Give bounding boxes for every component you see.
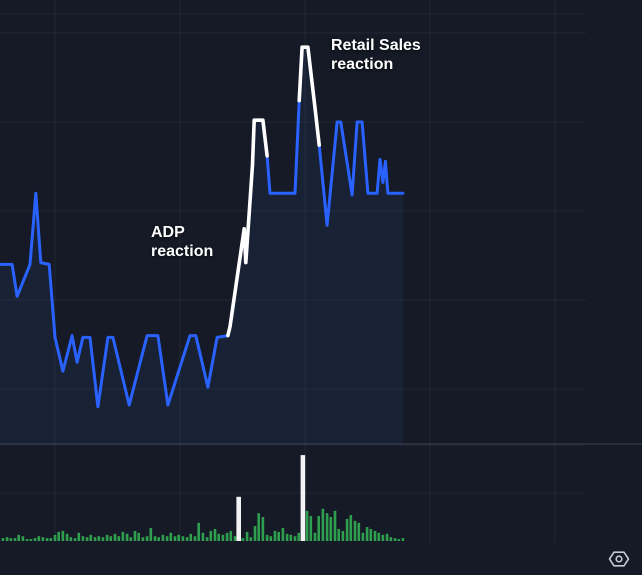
annotation-adp-line2: reaction (151, 243, 214, 260)
price-line-highlight (226, 118, 269, 338)
price-line-highlight (297, 45, 322, 147)
annotation-retail-line2: reaction (331, 56, 394, 73)
annotation-adp-line1: ADP (151, 224, 185, 241)
gridlines (0, 0, 642, 543)
volume-bar-highlight (236, 496, 241, 541)
annotation-retail-line1: Retail Sales (331, 37, 421, 54)
settings-hexagon-icon (608, 551, 630, 567)
volume-bar-highlight (300, 455, 306, 541)
volume-bars (1, 455, 405, 541)
price-axis[interactable]: 4.275% 4.270% 4.265% 4.260% 4.255% 20 K … (586, 0, 642, 543)
time-axis[interactable]: 07:30 08:00 08:30 09:00 09:30 (0, 545, 600, 575)
annotation-retail-sales: Retail Sales reaction (331, 36, 421, 74)
area-fill (0, 47, 403, 444)
settings-button[interactable] (604, 546, 634, 572)
price-line (0, 45, 405, 409)
price-area-fill (0, 47, 403, 444)
annotation-adp: ADP reaction (151, 223, 213, 261)
